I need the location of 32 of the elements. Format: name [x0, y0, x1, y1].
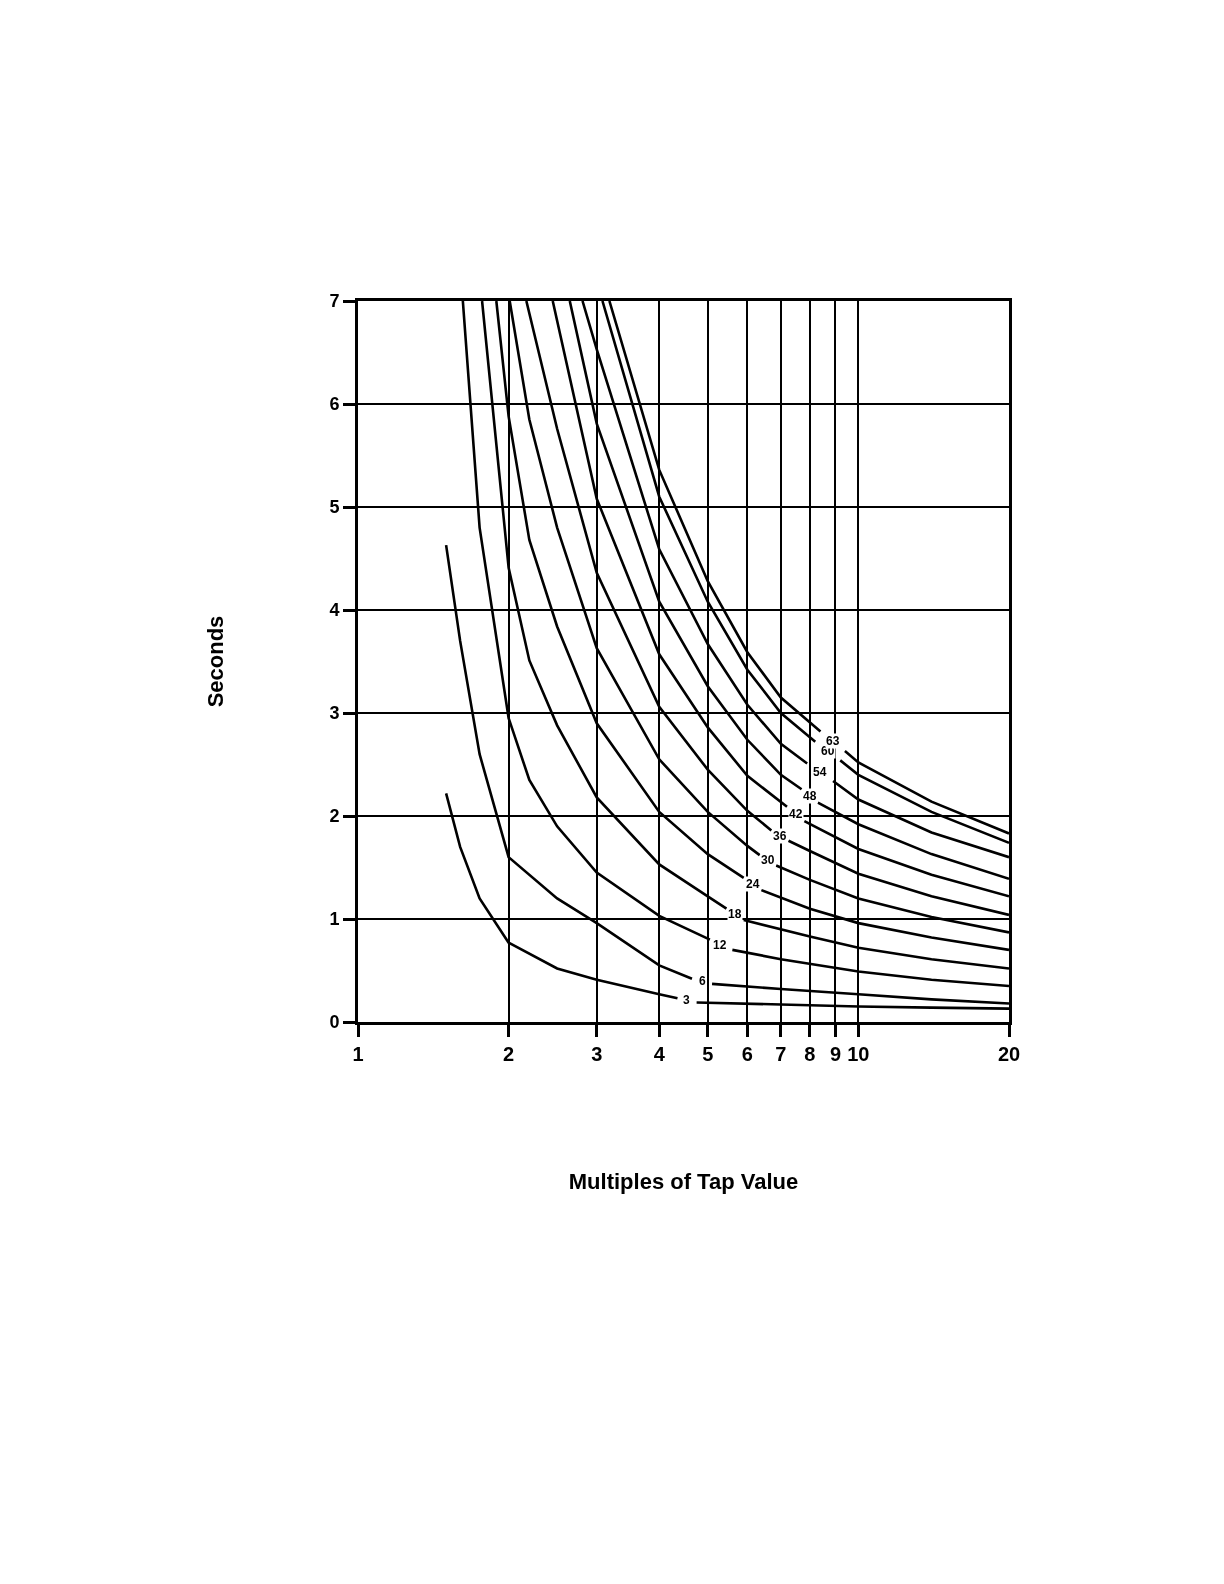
series-label: 3 [683, 993, 690, 1007]
y-tick-label: 3 [329, 703, 340, 724]
series-label: 24 [746, 877, 760, 891]
series-label: 36 [773, 829, 787, 843]
x-tick-label: 7 [775, 1043, 787, 1065]
y-tick-label: 6 [329, 394, 340, 415]
series-label: 12 [713, 938, 727, 952]
x-tick-label: 4 [653, 1043, 666, 1065]
x-tick-label: 1 [352, 1043, 364, 1065]
x-tick-label: 6 [741, 1043, 753, 1065]
series-label: 30 [761, 853, 775, 867]
y-tick-label: 4 [329, 600, 340, 621]
series-label: 6 [699, 974, 706, 988]
y-tick-label: 2 [329, 806, 340, 827]
x-tick-label: 5 [702, 1043, 714, 1065]
y-tick-label: 0 [329, 1012, 340, 1033]
x-tick-label: 10 [847, 1043, 870, 1065]
series-label: 42 [789, 807, 803, 821]
x-tick-label: 9 [829, 1043, 842, 1065]
x-axis-title: Multiples of Tap Value [568, 1168, 799, 1194]
series-label: 63 [826, 734, 840, 748]
x-tick-label: 2 [503, 1043, 515, 1065]
y-axis-title: Seconds [203, 615, 229, 708]
y-tick-label: 7 [329, 291, 340, 312]
y-tick-label: 5 [329, 497, 340, 518]
series-label: 48 [803, 789, 817, 803]
series-label: 54 [813, 765, 827, 779]
x-tick-label: 8 [804, 1043, 816, 1065]
series-label: 18 [728, 907, 742, 921]
x-tick-label: 20 [997, 1043, 1021, 1065]
y-tick-label: 1 [329, 909, 340, 930]
x-tick-label: 3 [591, 1043, 603, 1065]
